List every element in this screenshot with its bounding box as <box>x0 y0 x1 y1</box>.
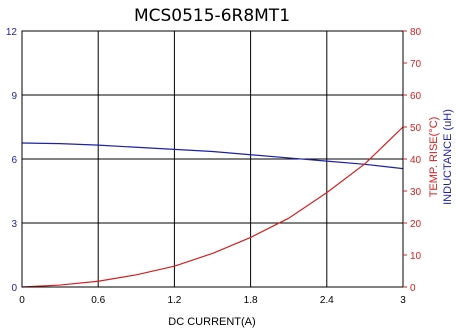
y-left-tick-label: 12 <box>6 27 18 38</box>
y-left-tick-label: 9 <box>11 91 17 102</box>
x-tick-label: 2.4 <box>320 295 334 306</box>
chart-title: MCS0515-6R8MT1 <box>134 6 290 26</box>
y-axis-label-temp-rise: TEMP. RISE(°C) <box>428 117 440 198</box>
x-tick-label: 1.8 <box>244 295 258 306</box>
y-right-tick-label: 30 <box>410 187 422 198</box>
y-left-tick-label: 3 <box>11 219 17 230</box>
y-left-tick-label: 6 <box>11 155 17 166</box>
x-tick-label: 3 <box>400 295 406 306</box>
y-left-tick-label: 0 <box>11 283 17 294</box>
x-tick-label: 1.2 <box>167 295 181 306</box>
y-right-tick-label: 20 <box>410 219 422 230</box>
x-tick-label: 0.6 <box>91 295 105 306</box>
y-right-tick-label: 60 <box>410 91 422 102</box>
temp-rise-line <box>21 126 404 288</box>
y-axis-label-inductance: INDUCTANCE (uH) <box>442 109 454 205</box>
x-axis-label: DC CURRENT(A) <box>168 316 255 328</box>
y-right-tick-label: 50 <box>410 123 422 134</box>
grid <box>22 31 403 287</box>
y-right-tick-label: 10 <box>410 251 422 262</box>
x-tick-label: 0 <box>19 295 25 306</box>
y-right-tick-label: 80 <box>410 27 422 38</box>
y-right-tick-label: 70 <box>410 59 422 70</box>
series-layer <box>21 126 404 288</box>
y-right-tick-label: 40 <box>410 155 422 166</box>
inductance-line <box>21 142 404 170</box>
y-right-tick-label: 0 <box>410 283 416 294</box>
